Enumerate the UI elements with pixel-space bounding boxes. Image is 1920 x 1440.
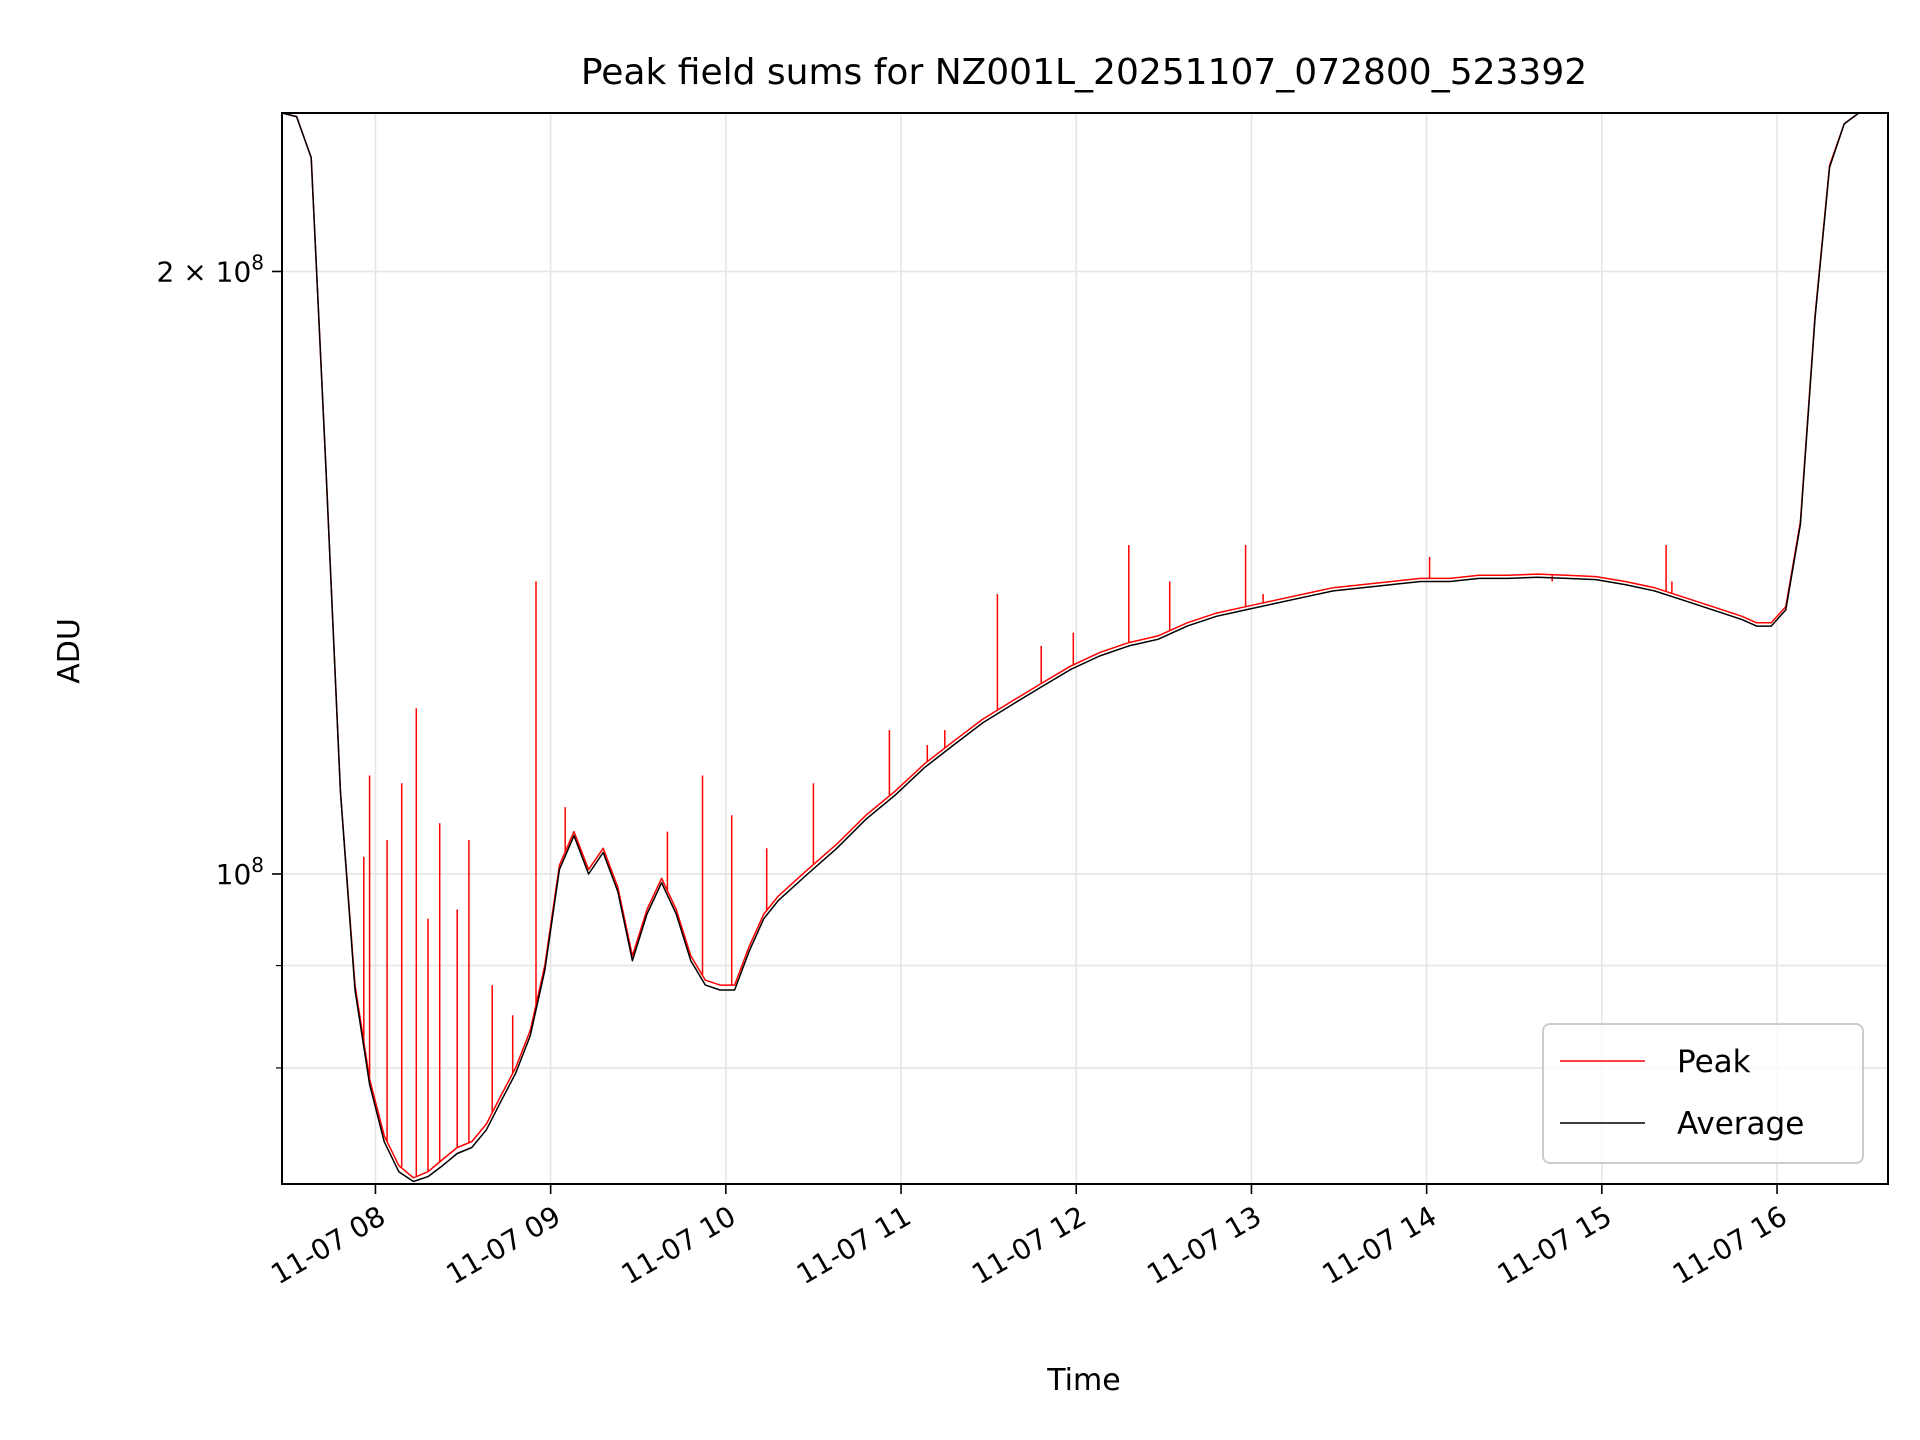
legend-box <box>1542 1023 1864 1164</box>
y-tick-label: 108 <box>216 853 264 891</box>
x-tick-label: 11-07 08 <box>265 1199 391 1291</box>
legend: Peak Average <box>1542 1023 1864 1164</box>
plot-area <box>282 113 1888 1183</box>
x-tick-label: 11-07 14 <box>1317 1199 1443 1291</box>
legend-label-average: Average <box>1677 1106 1804 1142</box>
x-tick-label: 11-07 16 <box>1667 1199 1793 1291</box>
x-tick-label: 11-07 11 <box>791 1199 917 1291</box>
x-tick-label: 11-07 12 <box>966 1199 1092 1291</box>
grid <box>282 113 1888 1184</box>
x-tick-label: 11-07 10 <box>616 1199 742 1291</box>
series-line-peak <box>282 113 1888 1179</box>
x-axis-label: Time <box>1046 1363 1120 1398</box>
legend-label-peak: Peak <box>1677 1044 1751 1080</box>
x-tick-label: 11-07 15 <box>1492 1199 1618 1291</box>
x-tick-label: 11-07 09 <box>441 1199 567 1291</box>
series-line-average <box>282 113 1888 1183</box>
y-axis-label: ADU <box>52 618 87 684</box>
x-axis: 11-07 08 11-07 09 11-07 10 11-07 11 11-07 12… <box>265 1184 1793 1291</box>
x-tick-label: 11-07 13 <box>1141 1199 1267 1291</box>
y-axis: 2 × 108 108 <box>157 250 282 1069</box>
chart-title: Peak field sums for NZ001L_20251107_0728… <box>581 52 1587 93</box>
y-tick-label: 2 × 108 <box>157 250 264 288</box>
plot-frame <box>281 112 1889 1185</box>
